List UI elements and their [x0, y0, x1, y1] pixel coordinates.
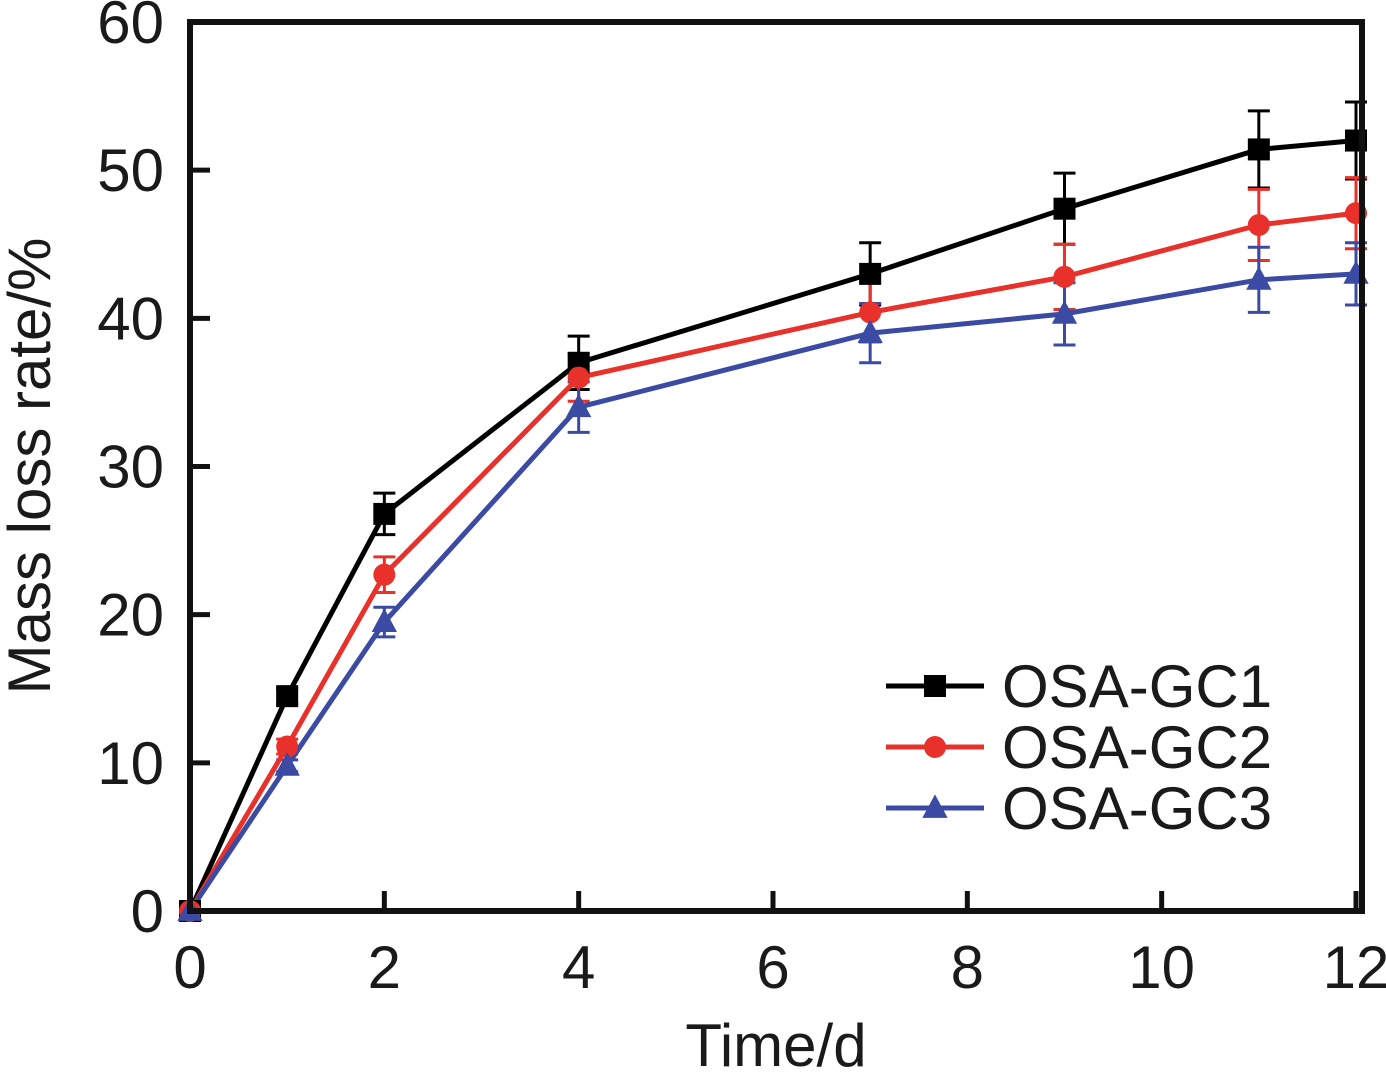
data-point — [859, 301, 882, 324]
x-tick-label: 12 — [1323, 934, 1386, 1001]
series-lines — [187, 138, 1357, 913]
y-axis: 0 10 20 30 40 50 60 — [97, 0, 210, 945]
y-axis-title: Mass loss rate/% — [0, 238, 63, 695]
data-point — [857, 319, 883, 344]
x-tick-label: 2 — [368, 934, 401, 1001]
y-tick-label: 50 — [97, 137, 164, 204]
x-axis-title: Time/d — [685, 1012, 866, 1073]
data-point — [567, 366, 590, 389]
data-point — [1246, 266, 1272, 290]
x-tick-label: 4 — [562, 934, 595, 1001]
y-tick-label: 20 — [97, 582, 164, 649]
data-point — [276, 685, 299, 708]
legend-marker — [924, 736, 946, 758]
data-point — [566, 393, 592, 418]
series-line-osa-gc2 — [187, 210, 1357, 913]
data-point — [373, 563, 396, 586]
y-tick-label: 30 — [97, 434, 164, 501]
data-point — [1053, 265, 1076, 288]
series-line-osa-gc3 — [187, 271, 1357, 913]
data-point — [859, 262, 882, 285]
x-tick-label: 6 — [756, 934, 789, 1001]
legend-label: OSA-GC2 — [1002, 714, 1272, 781]
y-tick-label: 0 — [131, 878, 164, 945]
data-point — [1247, 213, 1270, 236]
y-tick-label: 10 — [97, 730, 164, 797]
data-point — [371, 608, 397, 632]
y-tick-label: 60 — [97, 0, 164, 56]
legend-marker — [922, 794, 948, 818]
series-line-osa-gc1 — [187, 138, 1357, 913]
y-tick-label: 40 — [97, 285, 164, 352]
legend-item: OSA-GC2 — [886, 714, 1272, 781]
x-tick-label: 10 — [1128, 934, 1195, 1001]
data-point — [373, 502, 396, 525]
x-tick-label: 0 — [173, 934, 206, 1001]
legend-label: OSA-GC3 — [1002, 775, 1272, 842]
legend-item: OSA-GC3 — [886, 775, 1272, 842]
x-axis: 0 2 4 6 8 10 12 — [173, 891, 1386, 1001]
data-point — [276, 735, 299, 758]
data-point — [1051, 300, 1078, 324]
x-tick-label: 8 — [951, 934, 984, 1001]
legend-marker — [924, 675, 946, 697]
data-point — [1247, 138, 1270, 161]
data-point — [1053, 197, 1076, 220]
legend-label: OSA-GC1 — [1002, 653, 1272, 720]
legend-item: OSA-GC1 — [886, 653, 1272, 720]
data-point — [274, 752, 300, 776]
